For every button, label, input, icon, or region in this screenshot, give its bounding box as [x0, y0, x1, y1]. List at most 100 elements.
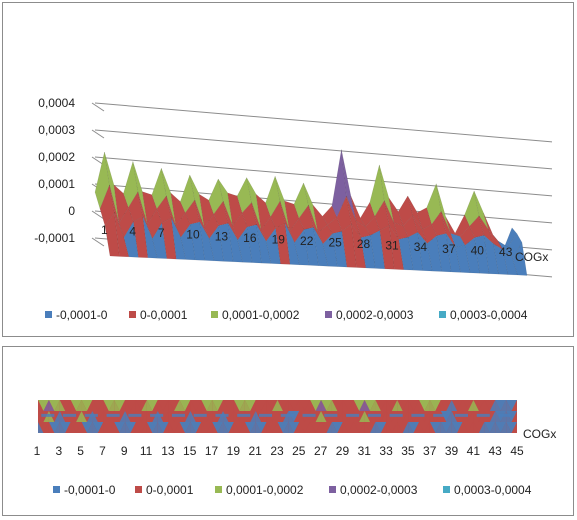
top-view-facet — [76, 422, 82, 433]
top-view-facet — [157, 400, 164, 411]
top-view-facet — [364, 422, 371, 433]
top-view-facet — [457, 422, 463, 433]
top-view-facet — [141, 422, 147, 433]
top-view-facet — [223, 422, 234, 433]
top-view-facet — [364, 422, 376, 433]
top-view-facet — [473, 411, 479, 422]
top-view-facet — [462, 400, 469, 411]
top-view-facet — [473, 400, 479, 411]
top-view-facet — [489, 411, 496, 422]
top-view-facet — [228, 422, 234, 433]
top-view-facet — [201, 400, 207, 411]
top-view-facet — [135, 400, 142, 411]
top-view-facet — [125, 422, 131, 433]
top-view-facet — [440, 400, 452, 411]
top-view-facet — [48, 422, 55, 433]
top-legend-label-0: -0,0001-0 — [56, 308, 108, 322]
gridline-floor-tick — [91, 102, 105, 112]
top-view-streak — [171, 413, 185, 417]
top-view-streak — [433, 413, 447, 417]
bottom-legend-label-2: 0,0001-0,0002 — [226, 483, 304, 497]
top-view-streak — [63, 413, 77, 417]
top-view-facet — [86, 400, 93, 411]
top-view-facet — [468, 422, 474, 433]
top-view-facet — [337, 411, 343, 422]
top-view-facet — [282, 422, 289, 433]
top-view-facet — [397, 400, 403, 411]
top-legend-swatch-0 — [45, 311, 52, 318]
top-view-facet — [266, 422, 273, 433]
top-view-facet — [250, 400, 256, 411]
top-view-facet — [446, 422, 452, 433]
top-view-facet — [114, 400, 120, 411]
top-view-facet — [419, 422, 430, 433]
top-view-facet — [386, 422, 398, 433]
top-view-facet — [419, 400, 430, 411]
x-tick-label: 19 — [227, 444, 241, 458]
x-tick-label: 4 — [129, 225, 136, 239]
top-view-facet — [70, 400, 82, 411]
top-view-facet — [103, 400, 115, 411]
top-view-facet — [342, 422, 349, 433]
top-view-facet — [429, 400, 436, 411]
top-view-facet — [130, 411, 136, 422]
top-view-facet — [223, 400, 229, 411]
top-view-facet — [212, 422, 218, 433]
bottom-legend-label-4: 0,0003-0,0004 — [454, 483, 532, 497]
top-view-facet — [43, 400, 49, 411]
bottom-legend-swatch-0 — [53, 486, 60, 493]
top-view-facet — [206, 422, 213, 433]
top-view-facet — [92, 411, 98, 422]
top-view-facet — [244, 422, 251, 433]
top-view-facet — [413, 400, 420, 411]
top-view-facet — [81, 400, 93, 411]
top-view-facet — [402, 411, 409, 422]
top-view-facet — [146, 411, 153, 422]
top-view-facet — [429, 411, 436, 422]
top-view-facet — [272, 400, 278, 411]
top-view-facet — [59, 422, 66, 433]
top-view-facet — [135, 400, 147, 411]
top-view-facet — [288, 422, 300, 433]
x-tick-label: 13 — [215, 229, 229, 243]
top-view-facet — [233, 411, 240, 422]
top-view-facet — [65, 400, 71, 411]
top-view-facet — [179, 400, 191, 411]
top-view-facet — [429, 422, 441, 433]
top-view-facet — [310, 422, 322, 433]
top-view-streak — [193, 413, 207, 417]
top-view-facet — [495, 422, 501, 433]
top-view-facet — [174, 422, 180, 433]
top-view-facet — [212, 422, 224, 433]
top-view-facet — [244, 422, 256, 433]
top-view-facet — [331, 400, 338, 411]
gridline-floor-tick — [91, 237, 105, 247]
top-view-facet — [337, 422, 343, 433]
top-view-facet — [397, 400, 409, 411]
x-tick-label: 34 — [414, 240, 428, 254]
top-view-streak — [498, 413, 512, 417]
top-view-facet — [59, 411, 66, 422]
top-view-facet — [331, 422, 343, 433]
y-tick-label: 0 — [68, 204, 75, 218]
top-view-facet — [103, 422, 115, 433]
top-view-facet — [511, 422, 517, 433]
top-view-facet — [435, 422, 441, 433]
top-view-facet — [146, 422, 158, 433]
y-tick-label: 0,0001 — [38, 177, 75, 191]
top-view-facet — [223, 400, 234, 411]
top-view-facet — [157, 400, 169, 411]
x-tick-label: 5 — [77, 444, 84, 458]
top-view-facet — [228, 411, 234, 422]
top-view-facet — [135, 422, 147, 433]
top-view-facet — [495, 411, 501, 422]
top-legend-swatch-4 — [439, 311, 446, 318]
top-view-facet — [163, 411, 169, 422]
top-view-facet — [103, 400, 109, 411]
top-view-facet — [304, 400, 311, 411]
top-view-facet — [408, 422, 420, 433]
top-view-facet — [59, 400, 66, 411]
top-view-facet — [206, 411, 213, 422]
top-view-facet — [48, 422, 60, 433]
top-view-facet — [370, 400, 376, 411]
